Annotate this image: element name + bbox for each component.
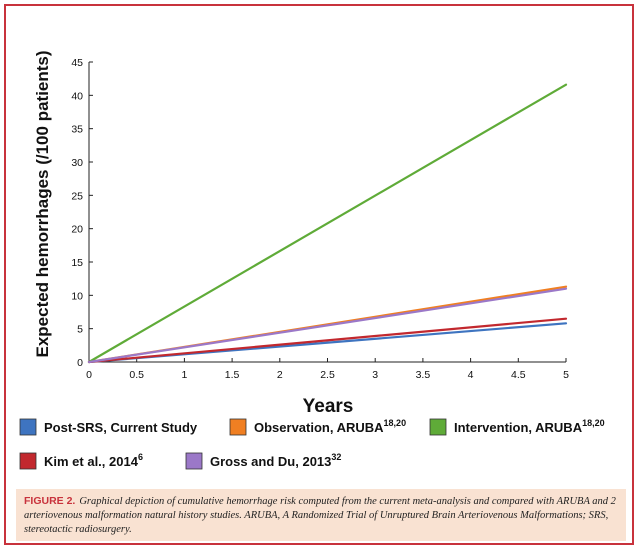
y-tick-label: 5 <box>77 324 83 336</box>
y-tick-label: 0 <box>77 357 83 369</box>
legend-swatch-2 <box>229 418 247 436</box>
y-tick-label: 25 <box>71 190 83 202</box>
legend-superscript-3: 18,20 <box>582 418 605 428</box>
y-tick-label: 10 <box>71 290 83 302</box>
figure-frame: 0 0.5 1 1.5 2 2.5 3 3.5 4 4.5 5 0 5 10 15 20 25 30 35 40 45 … <box>4 4 634 545</box>
x-tick-label: 3.5 <box>416 369 431 381</box>
y-tick-label: 30 <box>71 157 83 169</box>
series-line-4 <box>87 317 568 364</box>
x-tick-label: 2.5 <box>320 369 335 381</box>
legend-swatch-4 <box>19 452 37 470</box>
legend-label-3: Intervention, ARUBA18,20 <box>454 418 605 435</box>
x-tick-label: 5 <box>563 369 569 381</box>
x-tick-label: 3 <box>372 369 378 381</box>
legend-label-1: Post-SRS, Current Study <box>44 420 198 435</box>
series-line-5 <box>87 287 568 364</box>
series-line-3 <box>87 83 568 364</box>
legend: Post-SRS, Current Study Observation, ARUB… <box>19 418 605 470</box>
y-tick-label: 20 <box>71 224 83 236</box>
legend-swatch-5 <box>185 452 203 470</box>
legend-superscript-5: 32 <box>331 452 341 462</box>
x-tick-label: 4.5 <box>511 369 526 381</box>
legend-label-2: Observation, ARUBA18,20 <box>254 418 406 435</box>
y-tick-label: 45 <box>71 57 83 69</box>
legend-label-4: Kim et al., 20146 <box>44 452 143 469</box>
caption-label: FIGURE 2. <box>24 495 76 507</box>
x-tick-label: 2 <box>277 369 283 381</box>
line-chart: 0 0.5 1 1.5 2 2.5 3 3.5 4 4.5 5051015202530354045 … <box>19 50 605 470</box>
x-tick-label: 1.5 <box>225 369 240 381</box>
legend-swatch-3 <box>429 418 447 436</box>
figure-caption: FIGURE 2. Graphical depiction of cumulati… <box>16 489 626 541</box>
y-tick-label: 35 <box>71 124 83 136</box>
x-tick-label: 4 <box>468 369 474 381</box>
y-tick-label: 40 <box>71 90 83 102</box>
legend-swatch-1 <box>19 418 37 436</box>
legend-superscript-2: 18,20 <box>384 418 407 428</box>
y-axis-title: Expected hemorrhages (/100 patients) <box>33 50 52 357</box>
x-axis-title: Years <box>303 396 354 417</box>
legend-superscript-4: 6 <box>138 452 143 462</box>
x-tick-label: 0 <box>86 369 92 381</box>
caption-text: Graphical depiction of cumulative hemorr… <box>24 496 616 535</box>
x-tick-label: 0.5 <box>129 369 144 381</box>
y-tick-label: 15 <box>71 257 83 269</box>
x-tick-label: 1 <box>181 369 187 381</box>
plot-area: 0 0.5 1 1.5 2 2.5 3 3.5 4 4.5 5 0 5 10 15 20 25 30 35 40 45 <box>71 57 569 381</box>
legend-label-5: Gross and Du, 201332 <box>210 452 341 469</box>
